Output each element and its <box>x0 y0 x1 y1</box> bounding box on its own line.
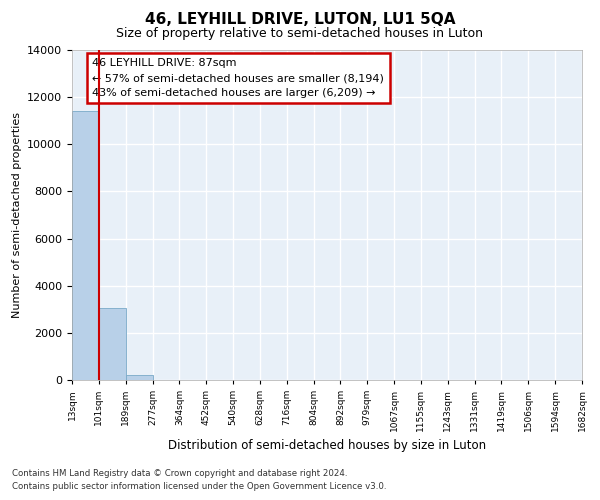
X-axis label: Distribution of semi-detached houses by size in Luton: Distribution of semi-detached houses by … <box>168 440 486 452</box>
Text: Contains HM Land Registry data © Crown copyright and database right 2024.
Contai: Contains HM Land Registry data © Crown c… <box>12 470 386 491</box>
Bar <box>125 376 152 380</box>
Text: 46, LEYHILL DRIVE, LUTON, LU1 5QA: 46, LEYHILL DRIVE, LUTON, LU1 5QA <box>145 12 455 28</box>
Text: 46 LEYHILL DRIVE: 87sqm
← 57% of semi-detached houses are smaller (8,194)
43% of: 46 LEYHILL DRIVE: 87sqm ← 57% of semi-de… <box>92 58 384 98</box>
Text: Size of property relative to semi-detached houses in Luton: Size of property relative to semi-detach… <box>116 28 484 40</box>
Y-axis label: Number of semi-detached properties: Number of semi-detached properties <box>11 112 22 318</box>
Bar <box>99 308 125 380</box>
Bar <box>72 112 99 380</box>
